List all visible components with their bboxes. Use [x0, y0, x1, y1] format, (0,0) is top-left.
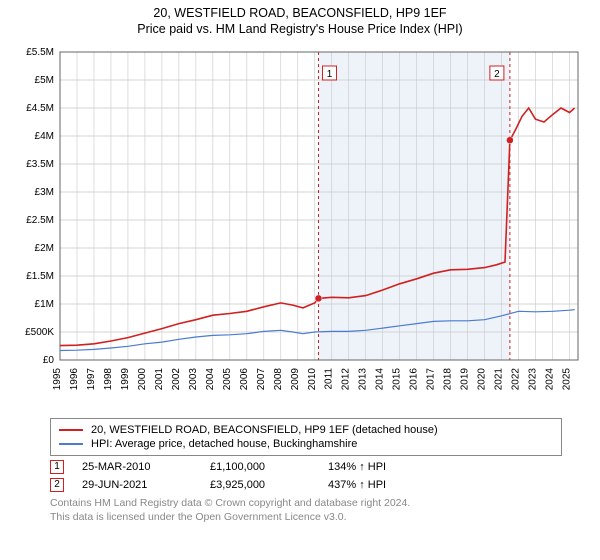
price-chart-svg: £0 £500K £1M £1.5M £2M £2.5M £3M £3.5M £4M £4.5M £…: [12, 42, 588, 412]
legend-label-hpi: HPI: Average price, detached house, Buck…: [91, 438, 357, 450]
sale-price-1: £1,100,000: [210, 461, 310, 473]
legend-row-property: 20, WESTFIELD ROAD, BEACONSFIELD, HP9 1E…: [59, 423, 553, 437]
legend-swatch-property: [59, 429, 83, 431]
svg-text:2014: 2014: [375, 368, 386, 391]
sale-date-2: 29-JUN-2021: [82, 479, 192, 491]
svg-text:£500K: £500K: [25, 327, 54, 338]
svg-text:£3.5M: £3.5M: [26, 159, 54, 170]
svg-text:2007: 2007: [256, 368, 267, 391]
svg-text:2011: 2011: [324, 368, 335, 390]
svg-text:2002: 2002: [171, 368, 182, 391]
svg-text:2008: 2008: [273, 368, 284, 391]
svg-text:2005: 2005: [222, 368, 233, 391]
svg-text:2003: 2003: [188, 368, 199, 391]
svg-text:2019: 2019: [460, 368, 471, 391]
svg-text:1995: 1995: [52, 368, 63, 391]
svg-text:2023: 2023: [528, 368, 539, 391]
svg-text:2010: 2010: [307, 368, 318, 391]
svg-text:£5M: £5M: [35, 75, 54, 86]
svg-text:£3M: £3M: [35, 187, 54, 198]
sale-marker-2: 2: [50, 478, 64, 492]
sale-pct-2: 437% ↑ HPI: [328, 479, 386, 491]
sale-date-1: 25-MAR-2010: [82, 461, 192, 473]
legend-box: 20, WESTFIELD ROAD, BEACONSFIELD, HP9 1E…: [50, 418, 562, 456]
svg-text:1996: 1996: [69, 368, 80, 391]
svg-text:£1.5M: £1.5M: [26, 271, 54, 282]
svg-text:2: 2: [494, 69, 500, 80]
svg-text:1: 1: [327, 69, 333, 80]
svg-text:2004: 2004: [205, 368, 216, 391]
svg-text:£4.5M: £4.5M: [26, 103, 54, 114]
svg-text:2025: 2025: [562, 368, 573, 391]
chart-title-address: 20, WESTFIELD ROAD, BEACONSFIELD, HP9 1E…: [10, 6, 590, 20]
svg-text:2021: 2021: [494, 368, 505, 391]
legend-label-property: 20, WESTFIELD ROAD, BEACONSFIELD, HP9 1E…: [91, 424, 438, 436]
svg-text:2013: 2013: [358, 368, 369, 391]
svg-text:2015: 2015: [392, 368, 403, 391]
svg-text:2022: 2022: [511, 368, 522, 391]
svg-text:2012: 2012: [341, 368, 352, 391]
svg-text:2020: 2020: [477, 368, 488, 391]
sale-price-2: £3,925,000: [210, 479, 310, 491]
sale-marker-1: 1: [50, 460, 64, 474]
svg-text:£0: £0: [43, 355, 55, 366]
sale-pct-1: 134% ↑ HPI: [328, 461, 386, 473]
footnote-line1: Contains HM Land Registry data © Crown c…: [50, 496, 588, 510]
svg-text:£2.5M: £2.5M: [26, 215, 54, 226]
svg-text:£5.5M: £5.5M: [26, 47, 54, 58]
footnote: Contains HM Land Registry data © Crown c…: [50, 496, 588, 524]
svg-text:2016: 2016: [409, 368, 420, 391]
svg-text:£1M: £1M: [35, 299, 54, 310]
svg-text:2024: 2024: [545, 368, 556, 391]
legend-swatch-hpi: [59, 443, 83, 445]
svg-text:1999: 1999: [120, 368, 131, 391]
svg-text:2009: 2009: [290, 368, 301, 391]
svg-text:2000: 2000: [137, 368, 148, 391]
svg-text:2018: 2018: [443, 368, 454, 391]
chart-area: £0 £500K £1M £1.5M £2M £2.5M £3M £3.5M £4M £4.5M £…: [12, 42, 588, 412]
svg-text:2006: 2006: [239, 368, 250, 391]
svg-text:£2M: £2M: [35, 243, 54, 254]
sale-row-1: 1 25-MAR-2010 £1,100,000 134% ↑ HPI: [50, 460, 588, 474]
footnote-line2: This data is licensed under the Open Gov…: [50, 510, 588, 524]
legend-row-hpi: HPI: Average price, detached house, Buck…: [59, 437, 553, 451]
chart-title-subtitle: Price paid vs. HM Land Registry's House …: [10, 22, 590, 36]
sale-row-2: 2 29-JUN-2021 £3,925,000 437% ↑ HPI: [50, 478, 588, 492]
svg-text:1998: 1998: [103, 368, 114, 391]
svg-text:£4M: £4M: [35, 131, 54, 142]
svg-text:2017: 2017: [426, 368, 437, 391]
svg-text:1997: 1997: [86, 368, 97, 391]
svg-text:2001: 2001: [154, 368, 165, 391]
